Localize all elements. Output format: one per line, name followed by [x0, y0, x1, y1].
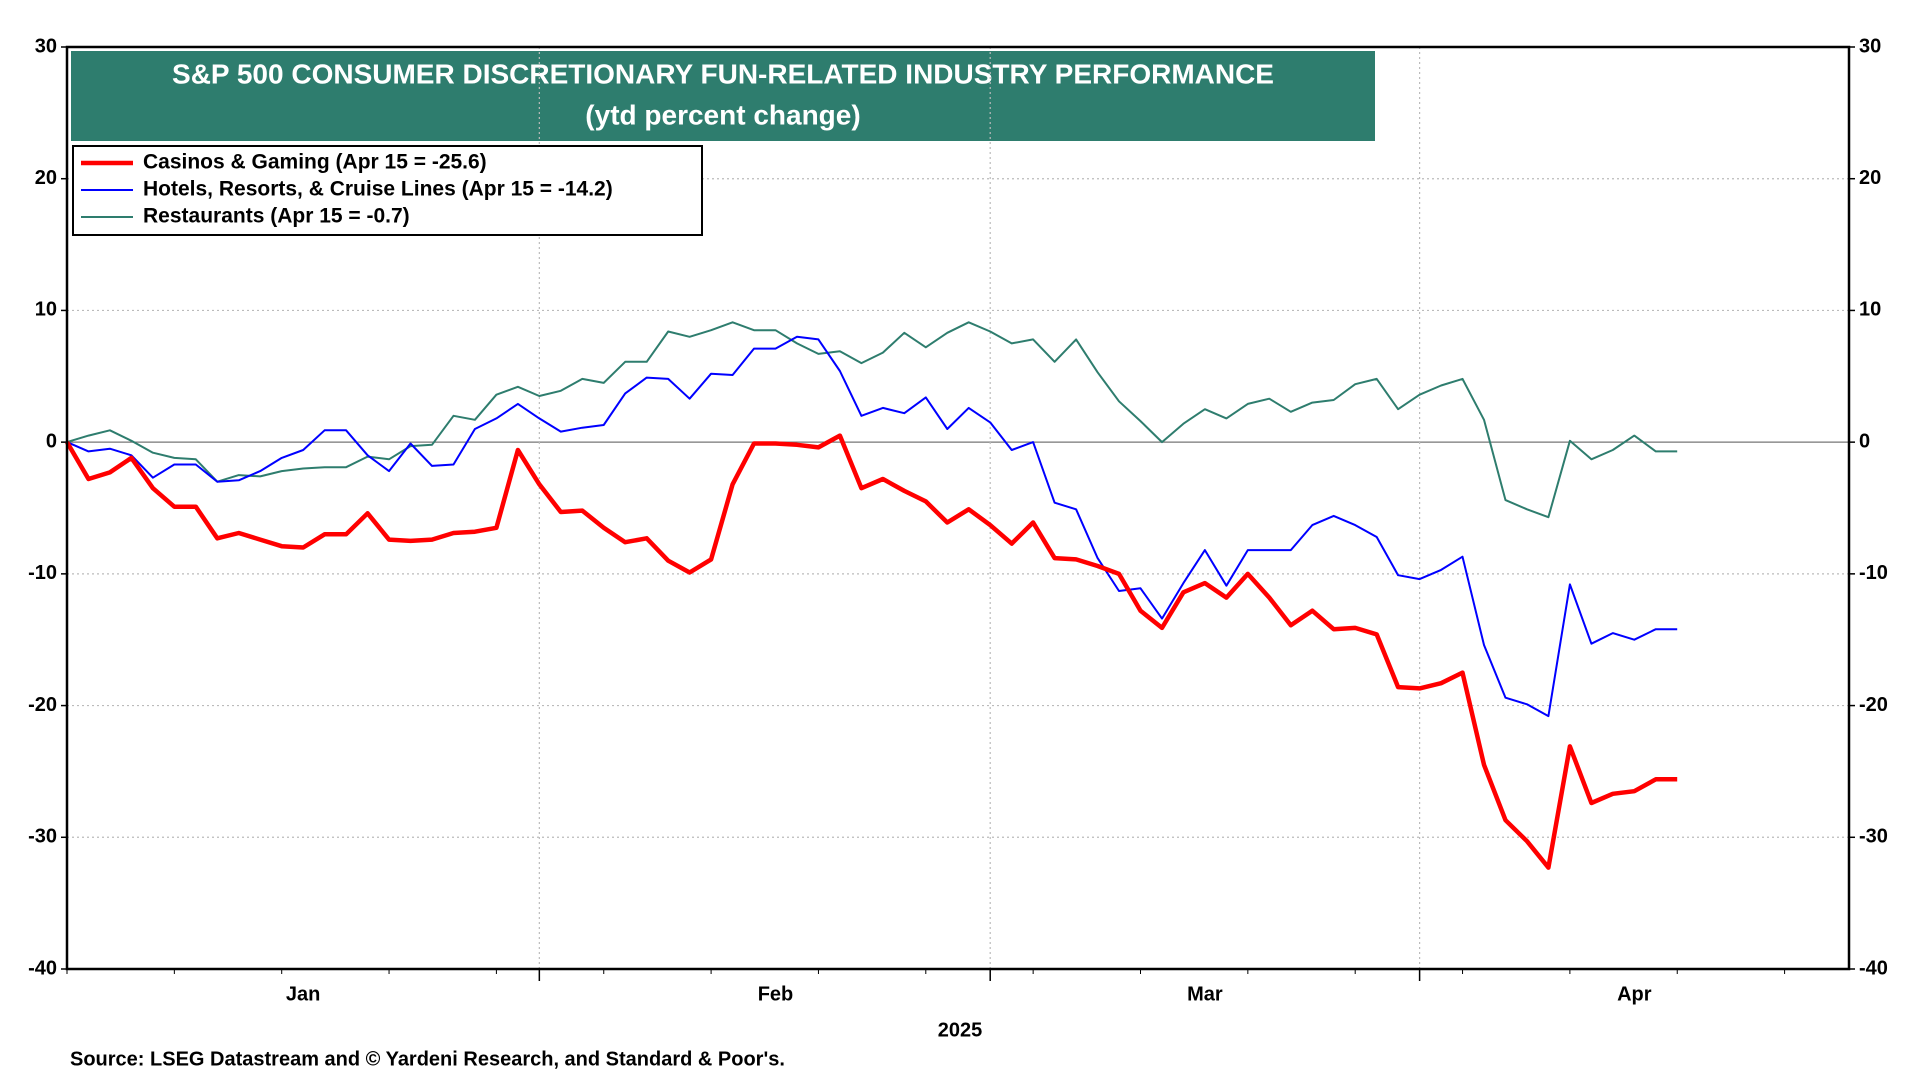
title-box [71, 51, 1375, 141]
y2-tick-label: 0 [1859, 430, 1870, 452]
y-tick-label: 0 [46, 430, 57, 452]
source-note: Source: LSEG Datastream and © Yardeni Re… [70, 1048, 785, 1070]
y-tick-label: 10 [35, 299, 57, 321]
x-tick-label: Jan [286, 983, 320, 1005]
series-line [66, 335, 1678, 718]
series-line [66, 321, 1678, 519]
y2-tick-label: -30 [1859, 826, 1888, 848]
x-axis-label: 2025 [938, 1019, 983, 1041]
plot-frame [65, 45, 1851, 971]
y2-tick-label: 20 [1859, 167, 1881, 189]
y-tick-label: -10 [28, 562, 57, 584]
y-tick-label: 30 [35, 35, 57, 57]
y2-tick-label: 10 [1859, 299, 1881, 321]
y2-tick-label: -40 [1859, 957, 1888, 979]
x-tick-label: Mar [1187, 983, 1223, 1005]
legend-box [72, 145, 703, 236]
x-tick-label: Apr [1617, 983, 1652, 1005]
legend-label: Casinos & Gaming (Apr 15 = -25.6) [143, 151, 487, 174]
legend-label: Hotels, Resorts, & Cruise Lines (Apr 15 … [143, 178, 613, 201]
x-tick-label: Feb [758, 983, 794, 1005]
y2-tick-label: -10 [1859, 562, 1888, 584]
y-tick-label: -20 [28, 694, 57, 716]
y2-tick-label: -20 [1859, 694, 1888, 716]
y-tick-label: -40 [28, 957, 57, 979]
series-line [65, 433, 1678, 870]
y2-tick-label: 30 [1859, 35, 1881, 57]
y-tick-label: -30 [28, 826, 57, 848]
chart-title: S&P 500 CONSUMER DISCRETIONARY FUN-RELAT… [172, 58, 1274, 89]
y-tick-label: 20 [35, 167, 57, 189]
legend-label: Restaurants (Apr 15 = -0.7) [143, 205, 410, 228]
chart-subtitle: (ytd percent change) [585, 99, 860, 130]
